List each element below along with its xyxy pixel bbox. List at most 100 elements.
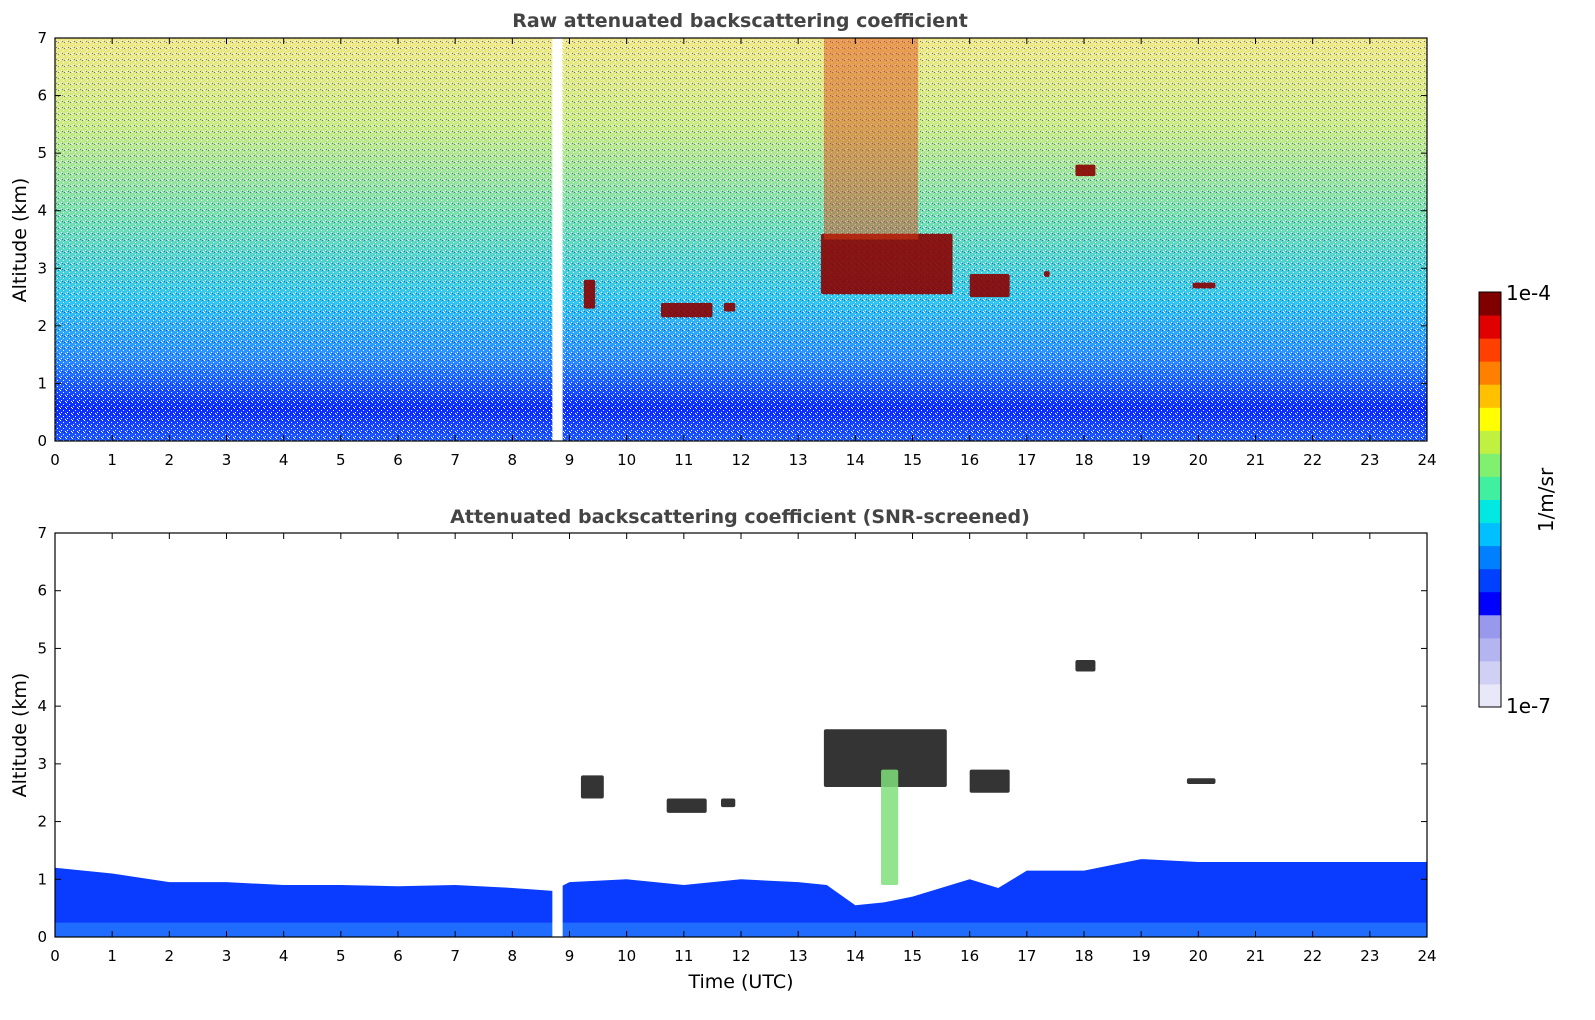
y-tick-label: 2 bbox=[37, 317, 47, 335]
x-tick-label: 15 bbox=[903, 947, 922, 965]
x-tick-label: 20 bbox=[1189, 947, 1208, 965]
x-tick-label: 9 bbox=[565, 947, 575, 965]
y-tick-label: 5 bbox=[37, 639, 47, 657]
raw-feature-4 bbox=[969, 274, 1010, 298]
x-tick-label: 10 bbox=[617, 947, 636, 965]
colorbar-band-7 bbox=[1479, 522, 1501, 547]
x-tick-label: 18 bbox=[1074, 451, 1093, 469]
y-tick-label: 0 bbox=[37, 928, 47, 946]
x-tick-label: 16 bbox=[960, 947, 979, 965]
x-tick-label: 0 bbox=[50, 947, 60, 965]
colorbar-band-6 bbox=[1479, 545, 1501, 570]
screened-feature-6 bbox=[1186, 778, 1216, 785]
colorbar-band-10 bbox=[1479, 453, 1501, 477]
x-tick-label: 3 bbox=[222, 947, 232, 965]
panel-raw-heatmap bbox=[55, 38, 1427, 441]
x-tick-label: 13 bbox=[789, 947, 808, 965]
data-gap bbox=[552, 533, 563, 937]
x-tick-label: 2 bbox=[165, 451, 175, 469]
x-tick-label: 10 bbox=[617, 451, 636, 469]
raw-feature-8 bbox=[823, 38, 919, 240]
panel-screened: Attenuated backscattering coefficient (S… bbox=[9, 506, 1437, 993]
y-tick-label: 2 bbox=[37, 813, 47, 831]
y-tick-label: 1 bbox=[37, 870, 47, 888]
panel-screened-xlabel: Time (UTC) bbox=[687, 971, 793, 993]
panel-screened-heatmap bbox=[55, 533, 1427, 937]
x-tick-label: 24 bbox=[1417, 947, 1436, 965]
x-tick-label: 6 bbox=[393, 451, 403, 469]
raw-feature-0 bbox=[583, 279, 596, 309]
y-tick-label: 0 bbox=[37, 432, 47, 450]
y-tick-label: 6 bbox=[37, 582, 47, 600]
colorbar-band-1 bbox=[1479, 660, 1501, 685]
colorbar-band-4 bbox=[1479, 591, 1501, 616]
x-tick-label: 19 bbox=[1132, 451, 1151, 469]
colorbar-band-12 bbox=[1479, 407, 1501, 431]
x-tick-label: 13 bbox=[789, 451, 808, 469]
x-tick-label: 8 bbox=[508, 947, 518, 965]
panel-raw-title: Raw attenuated backscattering coefficien… bbox=[512, 10, 968, 32]
colorbar: 1e-4 1e-7 1/m/sr bbox=[1478, 281, 1558, 718]
colorbar-band-17 bbox=[1479, 292, 1501, 316]
x-tick-label: 17 bbox=[1017, 947, 1036, 965]
colorbar-scale bbox=[1479, 292, 1501, 708]
x-tick-label: 22 bbox=[1303, 451, 1322, 469]
colorbar-band-5 bbox=[1479, 568, 1501, 593]
x-tick-label: 11 bbox=[674, 451, 693, 469]
x-tick-label: 20 bbox=[1189, 451, 1208, 469]
x-tick-label: 16 bbox=[960, 451, 979, 469]
colorbar-band-9 bbox=[1479, 476, 1501, 500]
colorbar-band-14 bbox=[1479, 361, 1501, 385]
x-tick-label: 0 bbox=[50, 451, 60, 469]
screened-feature-4 bbox=[969, 769, 1010, 793]
x-tick-label: 24 bbox=[1417, 451, 1436, 469]
raw-feature-1 bbox=[660, 302, 713, 318]
raw-feature-6 bbox=[1075, 164, 1096, 177]
colorbar-band-3 bbox=[1479, 614, 1501, 639]
raw-speckle bbox=[55, 38, 1427, 441]
screened-feature-0 bbox=[580, 775, 604, 799]
x-tick-label: 23 bbox=[1360, 451, 1379, 469]
panel-screened-ticks: 0 1 2 3 4 5 6 7 8 9 10 11 12 13 14 15 16 17 18 19 20 21 22 23 24… bbox=[37, 524, 1436, 965]
screened-feature-7 bbox=[881, 769, 899, 886]
x-tick-label: 5 bbox=[336, 451, 346, 469]
x-tick-label: 14 bbox=[846, 947, 865, 965]
screened-feature-3 bbox=[823, 729, 947, 787]
data-gap bbox=[552, 38, 563, 441]
x-tick-label: 21 bbox=[1246, 451, 1265, 469]
colorbar-frame bbox=[1478, 291, 1502, 708]
x-tick-label: 12 bbox=[731, 451, 750, 469]
y-tick-label: 4 bbox=[37, 202, 47, 220]
x-tick-label: 8 bbox=[508, 451, 518, 469]
colorbar-band-2 bbox=[1479, 637, 1501, 662]
raw-feature-7 bbox=[1192, 282, 1216, 289]
panel-raw-ticks: 0 1 2 3 4 5 6 7 8 9 10 11 12 13 14 15 16 17 18 19 20 21 22 23 24… bbox=[37, 29, 1436, 469]
x-tick-label: 11 bbox=[674, 947, 693, 965]
screened-feature-5 bbox=[1075, 659, 1096, 672]
colorbar-band-16 bbox=[1479, 315, 1501, 339]
y-tick-label: 5 bbox=[37, 144, 47, 162]
colorbar-band-8 bbox=[1479, 499, 1501, 524]
x-tick-label: 3 bbox=[222, 451, 232, 469]
colorbar-unit-label: 1/m/sr bbox=[1534, 467, 1558, 532]
x-tick-label: 4 bbox=[279, 947, 289, 965]
x-tick-label: 2 bbox=[165, 947, 175, 965]
raw-feature-5 bbox=[1043, 271, 1050, 277]
panel-raw-ylabel: Altitude (km) bbox=[9, 178, 31, 303]
x-tick-label: 15 bbox=[903, 451, 922, 469]
x-tick-label: 7 bbox=[450, 947, 460, 965]
y-tick-label: 4 bbox=[37, 697, 47, 715]
colorbar-max-label: 1e-4 bbox=[1506, 281, 1551, 305]
x-tick-label: 22 bbox=[1303, 947, 1322, 965]
y-tick-label: 3 bbox=[37, 259, 47, 277]
panel-raw: Raw attenuated backscattering coefficien… bbox=[9, 10, 1437, 469]
x-tick-label: 21 bbox=[1246, 947, 1265, 965]
screened-feature-2 bbox=[720, 798, 736, 808]
y-tick-label: 1 bbox=[37, 374, 47, 392]
colorbar-band-0 bbox=[1479, 683, 1501, 708]
x-tick-label: 9 bbox=[565, 451, 575, 469]
y-tick-label: 3 bbox=[37, 755, 47, 773]
panel-screened-ylabel: Altitude (km) bbox=[9, 673, 31, 798]
x-tick-label: 6 bbox=[393, 947, 403, 965]
